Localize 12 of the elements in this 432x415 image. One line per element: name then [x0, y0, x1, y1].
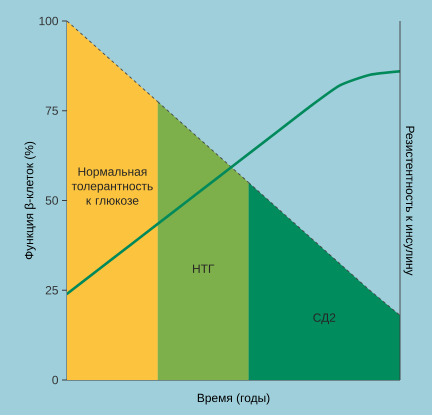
line-series — [67, 70, 400, 296]
series-label: НТГ — [193, 264, 214, 273]
y-tick-label: 50 — [46, 196, 58, 205]
y-axis-title: Функция β-клеток (%) — [24, 142, 36, 260]
y-tick-label: 25 — [46, 286, 58, 294]
series-label: СД2 — [313, 313, 336, 324]
x-axis-title: Время (годы) — [198, 393, 270, 405]
y-tick-label: 0 — [52, 376, 58, 384]
y-tick-label: 75 — [46, 106, 58, 115]
y2-axis-title: Резистентность к инсулину — [404, 126, 414, 276]
y-tick-label: 100 — [39, 16, 58, 26]
series-label: Нормальная толерантность к глюкозе — [72, 168, 153, 205]
